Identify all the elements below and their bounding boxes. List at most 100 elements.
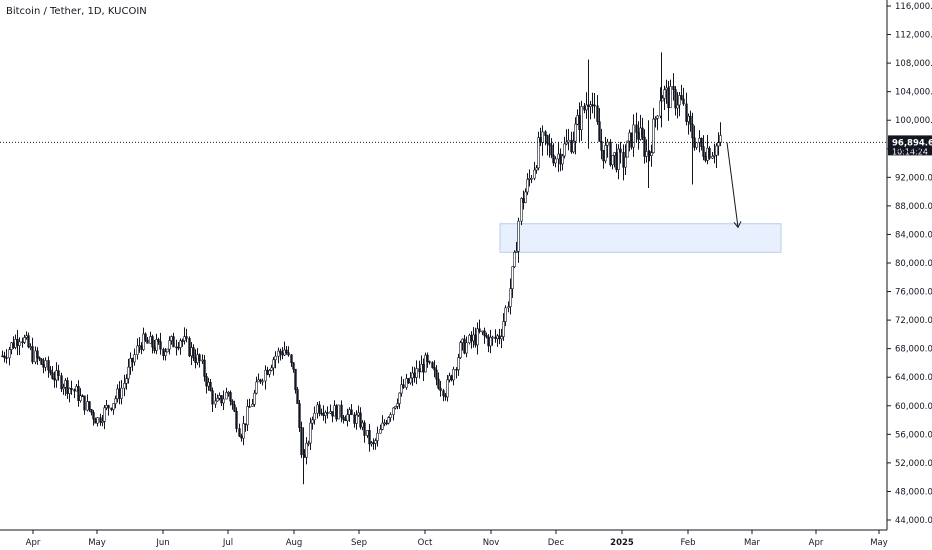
time-tick-label: Feb <box>680 538 695 548</box>
time-tick-label: Apr <box>26 538 41 548</box>
candle-body <box>485 335 488 338</box>
candle-body <box>392 407 395 415</box>
price-tick-label: 96,000.0 <box>895 145 932 155</box>
candle-body <box>402 384 405 388</box>
candle-body <box>340 404 343 418</box>
candle-body <box>524 191 527 203</box>
candle-body <box>64 380 67 388</box>
candle-body <box>630 132 633 148</box>
projection-arrow-line <box>726 142 739 228</box>
price-tick-label: 80,000.0 <box>895 259 932 269</box>
candle-body <box>313 412 316 421</box>
candle-body <box>290 354 293 364</box>
candle-body <box>77 386 80 401</box>
candle-body <box>190 347 193 357</box>
candle-body <box>259 379 262 382</box>
candle-body <box>643 136 646 157</box>
candle-body <box>717 142 720 147</box>
candle-body <box>66 380 69 394</box>
candle-body <box>166 348 169 353</box>
candle-body <box>18 341 21 346</box>
candle-body <box>583 106 586 111</box>
candle-body <box>407 378 410 384</box>
candle-body <box>88 401 91 410</box>
candle-body <box>383 422 386 425</box>
time-tick-label: 2025 <box>610 538 634 548</box>
overlay-layer: 96,894.610:14:24 <box>0 135 932 229</box>
candle-body <box>311 419 314 424</box>
candle-body <box>650 152 653 156</box>
candle-body <box>211 390 214 405</box>
time-tick-label: Oct <box>418 538 433 548</box>
price-tick-label: 104,000.0 <box>895 88 932 98</box>
candle-body <box>450 375 453 381</box>
candle-body <box>235 410 238 429</box>
candle-body <box>183 336 186 342</box>
candle-body <box>619 148 622 153</box>
candle-body <box>496 335 499 339</box>
time-tick-label: Aug <box>286 538 303 548</box>
candle-body <box>557 153 560 160</box>
candle-body <box>665 87 668 91</box>
time-tick-label: Jun <box>155 538 169 548</box>
candle-body <box>502 321 505 337</box>
candle-body <box>99 417 102 423</box>
candle-body <box>242 423 245 439</box>
countdown-label: 10:14:24 <box>892 147 928 156</box>
candle-body <box>559 153 562 165</box>
candle-body <box>428 361 431 363</box>
candle-body <box>194 357 197 363</box>
candle-body <box>526 179 529 193</box>
candle-body <box>463 338 466 354</box>
time-tick-label: Nov <box>483 538 500 548</box>
candle-body <box>287 352 290 356</box>
candle-body <box>530 177 533 180</box>
candle-body <box>663 89 666 99</box>
candle-body <box>146 339 149 344</box>
price-tick-label: 72,000.0 <box>895 316 932 326</box>
time-tick-label: Dec <box>548 538 565 548</box>
candle-body <box>209 382 212 392</box>
candle-body <box>672 86 675 90</box>
candle-body <box>500 336 503 340</box>
time-tick-label: Apr <box>809 538 824 548</box>
candle-body <box>465 342 468 354</box>
candle-body <box>279 350 282 354</box>
candle-body <box>112 403 115 410</box>
candle-body <box>422 364 425 373</box>
candle-body <box>528 178 531 180</box>
candle-body <box>533 169 536 179</box>
candle-body <box>604 145 607 162</box>
price-tick-label: 116,000.0 <box>895 2 932 12</box>
price-tick-label: 44,000.0 <box>895 516 932 526</box>
candle-body <box>424 354 427 373</box>
candle-body <box>149 336 152 344</box>
candle-body <box>294 368 297 390</box>
candle-body <box>405 378 408 388</box>
candle-body <box>615 152 618 170</box>
candle-body <box>552 154 555 164</box>
candle-body <box>114 398 117 404</box>
candle-body <box>164 351 167 356</box>
candle-body <box>669 86 672 109</box>
candle-body <box>38 357 41 360</box>
candle-body <box>175 346 178 349</box>
time-tick-label: Jul <box>222 538 233 548</box>
candle-body <box>515 251 518 253</box>
candle-body <box>711 155 714 159</box>
candle-body <box>305 442 308 458</box>
candle-body <box>151 336 154 348</box>
candle-body <box>593 104 596 107</box>
candle-body <box>481 330 484 333</box>
candle-body <box>624 156 627 168</box>
price-tick-label: 112,000.0 <box>895 31 932 41</box>
candle-body <box>16 338 19 346</box>
candle-body <box>366 430 369 436</box>
candle-body <box>385 422 388 425</box>
candle-body <box>198 354 201 362</box>
candle-body <box>142 333 145 350</box>
candle-body <box>344 419 347 422</box>
candle-body <box>585 104 588 111</box>
candle-body <box>433 367 436 371</box>
